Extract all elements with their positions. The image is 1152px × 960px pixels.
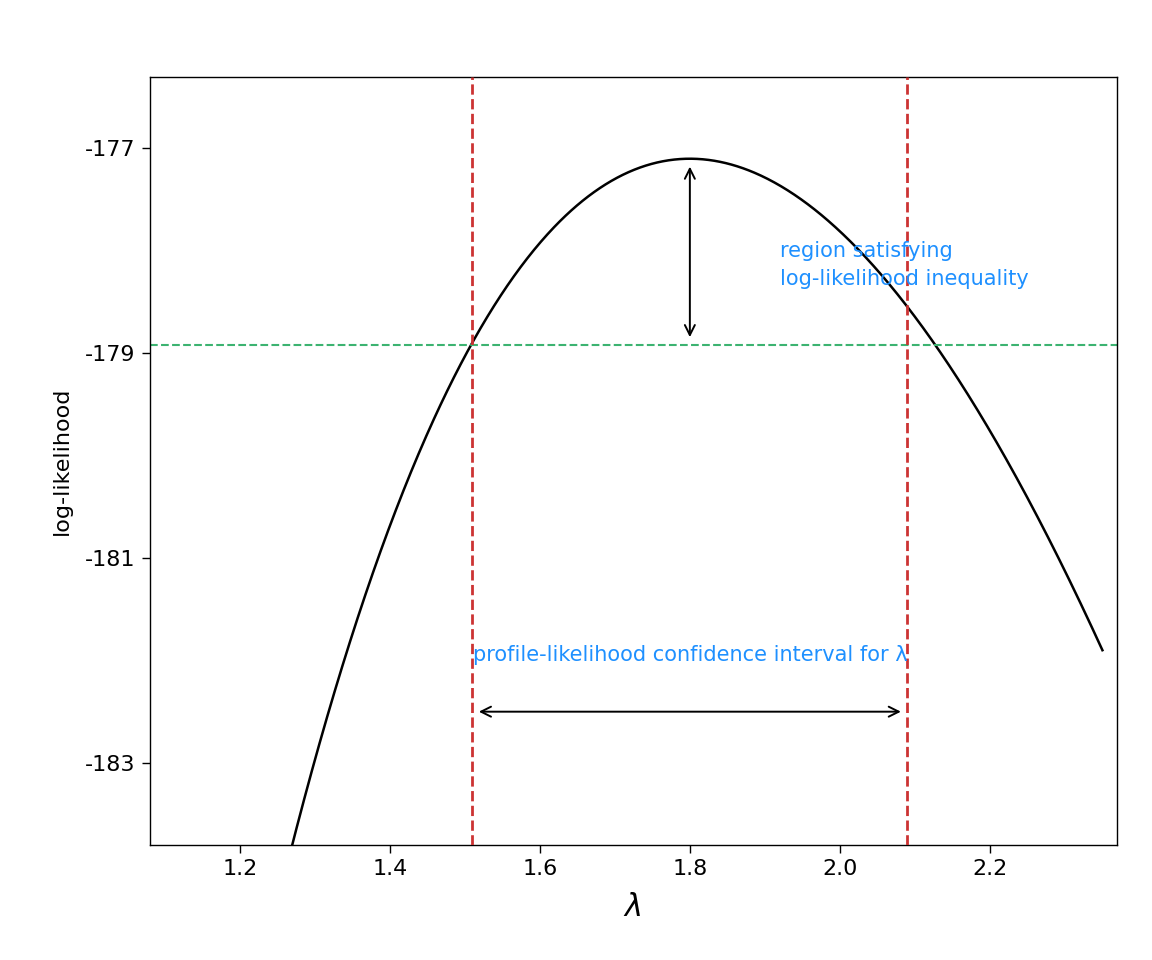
Y-axis label: log-likelihood: log-likelihood [52, 387, 71, 535]
X-axis label: λ: λ [624, 893, 643, 922]
Text: region satisfying
log-likelihood inequality: region satisfying log-likelihood inequal… [780, 241, 1029, 289]
Text: profile-likelihood confidence interval for λ: profile-likelihood confidence interval f… [472, 645, 907, 665]
